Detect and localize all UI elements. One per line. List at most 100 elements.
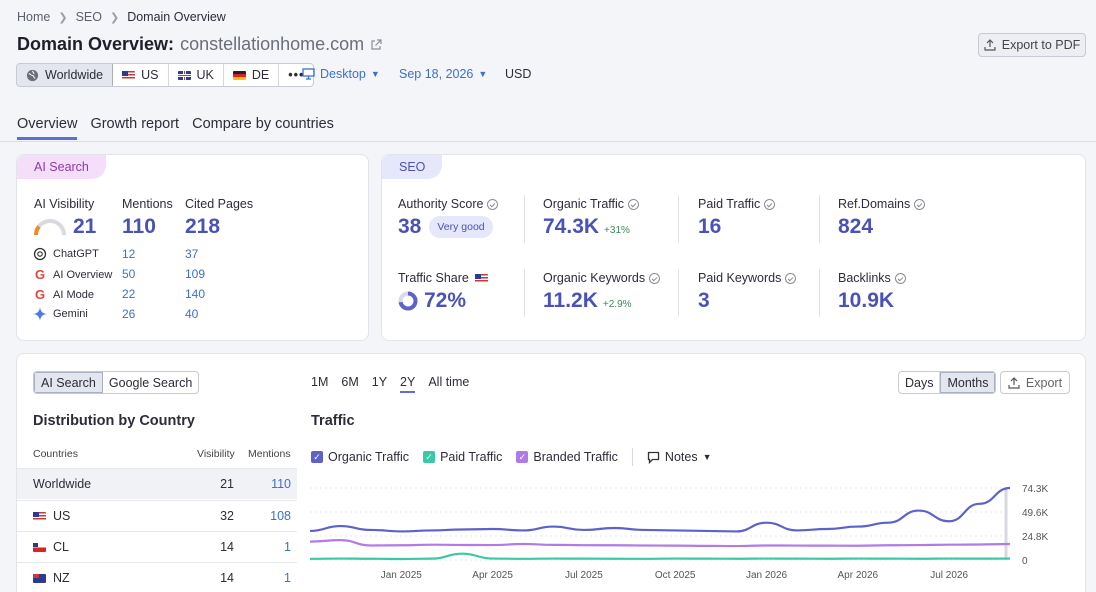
legend-organic-traffic[interactable]: ✓ Organic Traffic (311, 450, 409, 464)
region-de[interactable]: DE (224, 64, 280, 86)
info-icon[interactable] (894, 272, 906, 284)
series-line-organic-traffic[interactable] (309, 486, 1011, 533)
traffic-chart: 74.3K 49.6K 24.8K 0 Jan 2025 Apr 2025 Jul 202… (309, 484, 1048, 581)
seo-card: SEO Authority Score 38 Very good Organic… (381, 154, 1086, 341)
source-cited[interactable]: 140 (185, 287, 206, 301)
toggle-ai-search[interactable]: AI Search (34, 372, 103, 393)
more-regions-button[interactable]: ••• (288, 68, 305, 82)
ai-visibility-value: 21 (73, 215, 97, 238)
row-mentions[interactable]: 1 (284, 540, 291, 554)
info-icon[interactable] (487, 198, 499, 210)
x-tick-label: Jan 2025 (381, 570, 423, 581)
notes-label: Notes (664, 450, 698, 464)
paid-keywords-label: Paid Keywords (698, 271, 797, 285)
notes-dropdown[interactable]: Notes ▼ (647, 450, 712, 464)
divider (678, 195, 679, 243)
tab-compare-by-countries[interactable]: Compare by countries (192, 116, 334, 132)
info-icon[interactable] (649, 272, 661, 284)
row-country: CL (53, 540, 69, 554)
range-all-time[interactable]: All time (428, 375, 470, 389)
divider (819, 195, 820, 243)
breadcrumb-current: Domain Overview (127, 10, 226, 24)
source-cited[interactable]: 109 (185, 267, 206, 281)
chevron-down-icon: ▼ (478, 69, 488, 79)
row-visibility: 32 (220, 509, 234, 523)
organic-keywords-value[interactable]: 11.2K (543, 289, 598, 312)
range-1m[interactable]: 1M (311, 375, 329, 389)
date-dropdown[interactable]: Sep 18, 2026 ▼ (399, 67, 487, 81)
title-domain[interactable]: constellationhome.com (180, 34, 365, 54)
export-pdf-label: Export to PDF (1001, 38, 1081, 52)
tab-growth-report[interactable]: Growth report (90, 116, 180, 132)
source-row-gemini: Gemini (33, 307, 88, 321)
toggle-google-search[interactable]: Google Search (108, 375, 193, 390)
source-name: Gemini (53, 308, 88, 320)
source-row-ai-overview: G AI Overview (33, 267, 112, 282)
external-link-icon[interactable] (370, 38, 382, 51)
organic-traffic-delta: +31% (604, 225, 630, 236)
toggle-days[interactable]: Days (899, 372, 941, 393)
row-mentions[interactable]: 110 (271, 477, 291, 491)
region-label: Worldwide (45, 68, 104, 82)
x-tick-label: Jul 2025 (565, 570, 603, 581)
col-countries: Countries (33, 448, 78, 460)
row-mentions[interactable]: 108 (270, 509, 291, 523)
tab-bar: Overview Growth report Compare by countr… (17, 116, 334, 140)
source-cited[interactable]: 37 (185, 247, 199, 261)
x-tick-label: Apr 2025 (472, 570, 513, 581)
y-tick-label: 24.8K (1022, 532, 1048, 543)
distribution-title: Distribution by Country (33, 413, 195, 429)
breadcrumb-home[interactable]: Home (17, 10, 51, 24)
table-row[interactable]: CL 14 1 (17, 531, 297, 562)
info-icon[interactable] (914, 198, 926, 210)
source-mentions[interactable]: 26 (122, 307, 136, 321)
authority-score: 38 Very good (398, 215, 493, 239)
toggle-months[interactable]: Months (940, 372, 996, 393)
note-icon (647, 451, 660, 464)
backlinks-value[interactable]: 10.9K (838, 289, 895, 312)
cl-flag-icon (33, 542, 46, 552)
series-line-paid-traffic[interactable] (309, 552, 1011, 561)
row-country-cell: US (33, 509, 70, 523)
breadcrumb-seo[interactable]: SEO (75, 10, 102, 24)
export-button[interactable]: Export (1000, 371, 1070, 394)
source-mentions[interactable]: 22 (122, 287, 136, 301)
row-mentions[interactable]: 1 (284, 571, 291, 585)
table-row[interactable]: NZ 14 1 (17, 562, 297, 592)
info-icon[interactable] (785, 272, 797, 284)
region-us[interactable]: US (113, 64, 169, 86)
region-worldwide[interactable]: Worldwide (17, 64, 114, 86)
range-1y[interactable]: 1Y (371, 375, 388, 389)
table-row[interactable]: US 32 108 (17, 500, 297, 531)
series-line-branded-traffic[interactable] (309, 539, 1011, 548)
source-mentions[interactable]: 50 (122, 267, 136, 281)
paid-traffic-value[interactable]: 16 (698, 215, 722, 238)
chart-title: Traffic (311, 413, 355, 429)
table-row[interactable]: Worldwide 21 110 (17, 468, 297, 499)
paid-keywords-value[interactable]: 3 (698, 289, 710, 312)
legend-branded-traffic[interactable]: ✓ Branded Traffic (516, 450, 618, 464)
organic-traffic-value[interactable]: 74.3K (543, 215, 600, 238)
chart-legend: ✓ Organic Traffic ✓ Paid Traffic ✓ Brand… (311, 448, 712, 466)
range-2y[interactable]: 2Y (400, 375, 416, 393)
export-pdf-button[interactable]: Export to PDF (978, 33, 1086, 57)
currency-label: USD (505, 67, 532, 81)
source-mentions[interactable]: 12 (122, 247, 136, 261)
range-6m[interactable]: 6M (341, 375, 359, 389)
tab-overview[interactable]: Overview (17, 116, 78, 140)
info-icon[interactable] (764, 198, 776, 210)
us-flag-icon (33, 511, 46, 521)
region-selector: Worldwide US UK DE ••• (16, 63, 315, 87)
authority-score-value[interactable]: 38 (398, 215, 422, 238)
ref-domains-value[interactable]: 824 (838, 215, 874, 238)
google-icon: G (34, 287, 46, 302)
source-cited[interactable]: 40 (185, 307, 199, 321)
info-icon[interactable] (628, 198, 640, 210)
chevron-right-icon: ❯ (109, 11, 120, 24)
device-dropdown[interactable]: Desktop ▼ (302, 67, 380, 81)
ref-domains-label: Ref.Domains (838, 197, 926, 211)
chevron-right-icon: ❯ (58, 11, 68, 24)
upload-icon (1008, 376, 1020, 389)
region-uk[interactable]: UK (169, 64, 224, 86)
legend-paid-traffic[interactable]: ✓ Paid Traffic (423, 450, 502, 464)
